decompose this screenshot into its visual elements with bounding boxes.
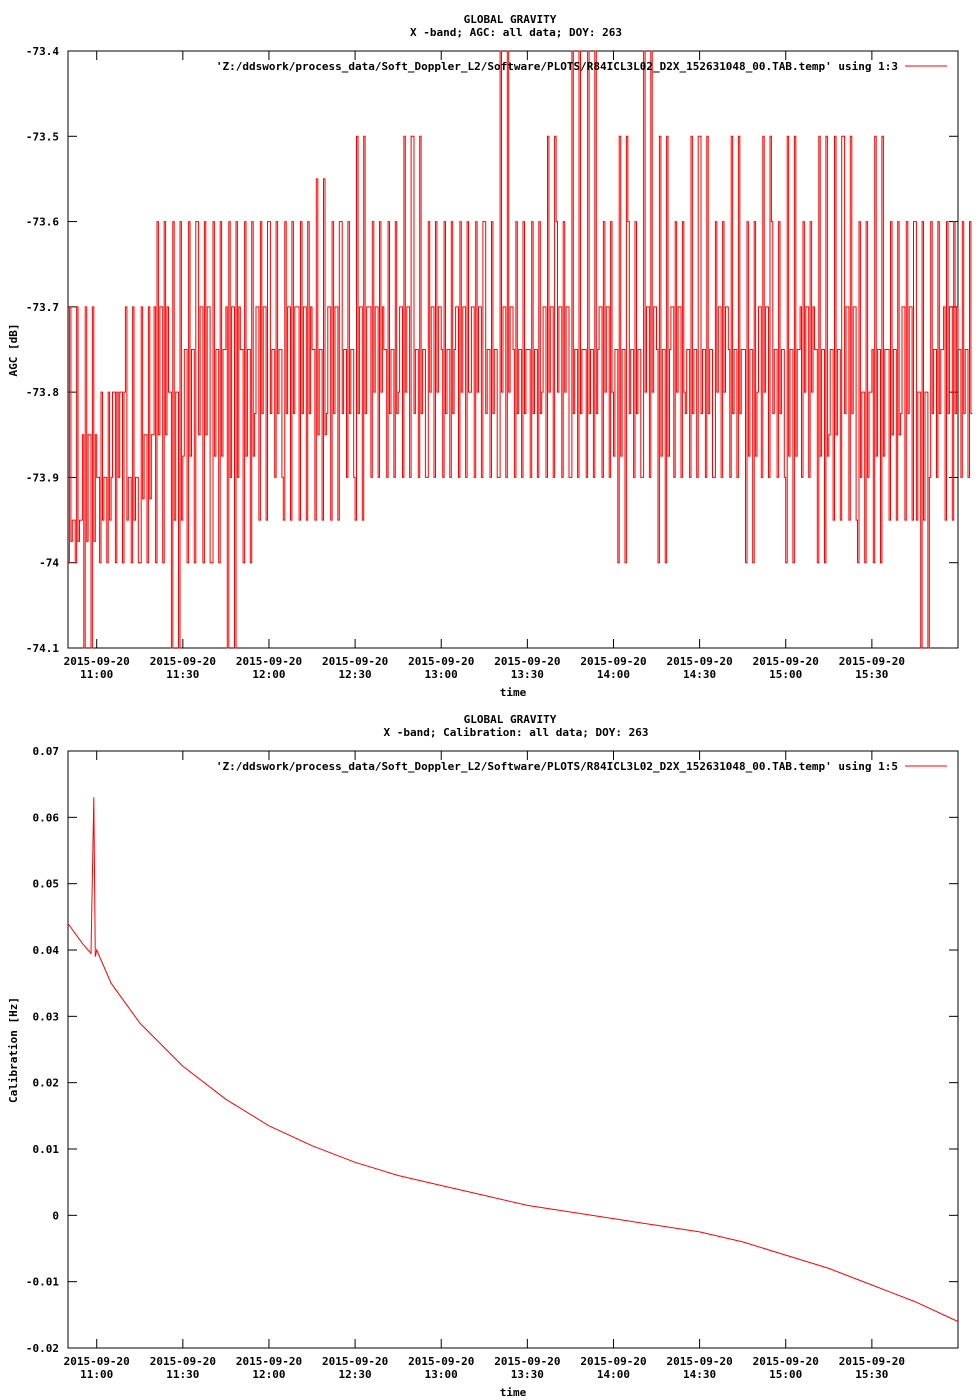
chart-subtitle: X -band; AGC: all data; DOY: 263	[410, 26, 622, 39]
y-tick-label: -74	[39, 557, 59, 570]
legend-label: 'Z:/ddswork/process_data/Soft_Doppler_L2…	[216, 760, 898, 773]
x-tick-date: 2015-09-20	[408, 655, 474, 668]
y-tick-label: 0	[52, 1209, 59, 1222]
y-tick-label: -73.7	[26, 301, 59, 314]
x-axis-label: time	[500, 686, 527, 699]
agc-chart: GLOBAL GRAVITY X -band; AGC: all data; D…	[7, 13, 973, 699]
x-tick-time: 13:30	[511, 668, 544, 681]
x-tick-time: 14:30	[683, 668, 716, 681]
y-tick-label: 0.05	[33, 878, 60, 891]
series-line	[67, 797, 959, 1322]
y-axis-label: AGC [dB]	[7, 324, 20, 377]
y-tick-label: -73.4	[26, 45, 59, 58]
x-tick-time: 12:30	[339, 1368, 372, 1381]
x-tick-date: 2015-09-20	[753, 1355, 819, 1368]
x-tick-time: 14:30	[683, 1368, 716, 1381]
y-tick-label: 0.06	[33, 811, 60, 824]
chart-title: GLOBAL GRAVITY	[464, 13, 557, 26]
y-tick-label: -73.5	[26, 130, 59, 143]
x-tick-date: 2015-09-20	[580, 655, 646, 668]
y-tick-label: 0.04	[33, 944, 60, 957]
x-tick-time: 11:00	[80, 1368, 113, 1381]
calibration-chart: GLOBAL GRAVITY X -band; Calibration: all…	[7, 713, 959, 1399]
x-tick-time: 15:30	[855, 668, 888, 681]
y-tick-label: -0.01	[26, 1276, 59, 1289]
x-tick-date: 2015-09-20	[150, 655, 216, 668]
x-ticks: 2015-09-2011:002015-09-2011:302015-09-20…	[64, 751, 905, 1381]
x-tick-date: 2015-09-20	[753, 655, 819, 668]
chart-title: GLOBAL GRAVITY	[464, 713, 557, 726]
x-tick-time: 14:00	[597, 1368, 630, 1381]
chart-subtitle: X -band; Calibration: all data; DOY: 263	[384, 726, 649, 739]
x-tick-time: 15:00	[769, 1368, 802, 1381]
y-tick-label: 0.02	[33, 1077, 60, 1090]
x-tick-time: 15:30	[855, 1368, 888, 1381]
x-tick-date: 2015-09-20	[236, 655, 302, 668]
x-tick-date: 2015-09-20	[64, 655, 130, 668]
x-tick-time: 11:30	[166, 668, 199, 681]
x-ticks: 2015-09-2011:002015-09-2011:302015-09-20…	[64, 51, 905, 681]
x-tick-time: 12:30	[339, 668, 372, 681]
x-tick-time: 15:00	[769, 668, 802, 681]
y-tick-label: -74.1	[26, 642, 59, 655]
y-tick-label: 0.01	[33, 1143, 60, 1156]
x-tick-date: 2015-09-20	[666, 655, 732, 668]
x-tick-time: 14:00	[597, 668, 630, 681]
x-tick-date: 2015-09-20	[494, 1355, 560, 1368]
y-tick-label: 0.07	[33, 745, 60, 758]
data-series	[67, 797, 959, 1322]
x-tick-time: 13:00	[425, 668, 458, 681]
x-tick-date: 2015-09-20	[322, 655, 388, 668]
x-tick-time: 11:30	[166, 1368, 199, 1381]
x-tick-date: 2015-09-20	[839, 1355, 905, 1368]
x-tick-time: 13:00	[425, 1368, 458, 1381]
y-tick-label: -73.8	[26, 386, 59, 399]
legend-label: 'Z:/ddswork/process_data/Soft_Doppler_L2…	[216, 60, 898, 73]
y-tick-label: 0.03	[33, 1010, 60, 1023]
series-line	[68, 50, 973, 649]
x-tick-date: 2015-09-20	[666, 1355, 732, 1368]
x-tick-time: 13:30	[511, 1368, 544, 1381]
x-tick-date: 2015-09-20	[64, 1355, 130, 1368]
x-tick-time: 12:00	[252, 668, 285, 681]
x-tick-date: 2015-09-20	[494, 655, 560, 668]
x-tick-date: 2015-09-20	[839, 655, 905, 668]
x-tick-date: 2015-09-20	[580, 1355, 646, 1368]
x-tick-date: 2015-09-20	[408, 1355, 474, 1368]
x-tick-date: 2015-09-20	[236, 1355, 302, 1368]
y-tick-label: -73.6	[26, 216, 59, 229]
x-tick-date: 2015-09-20	[150, 1355, 216, 1368]
y-axis-label: Calibration [Hz]	[7, 997, 20, 1103]
x-tick-date: 2015-09-20	[322, 1355, 388, 1368]
x-tick-time: 12:00	[252, 1368, 285, 1381]
y-ticks: 0.07 0.06 0.05 0.04 0.03 0.02 0.01 0 -0.01 -0.02	[26, 745, 958, 1355]
y-tick-label: -73.9	[26, 471, 59, 484]
plot-frame	[67, 750, 959, 1349]
data-series	[68, 50, 973, 649]
x-axis-label: time	[500, 1386, 527, 1399]
x-tick-time: 11:00	[80, 668, 113, 681]
y-tick-label: -0.02	[26, 1342, 59, 1355]
